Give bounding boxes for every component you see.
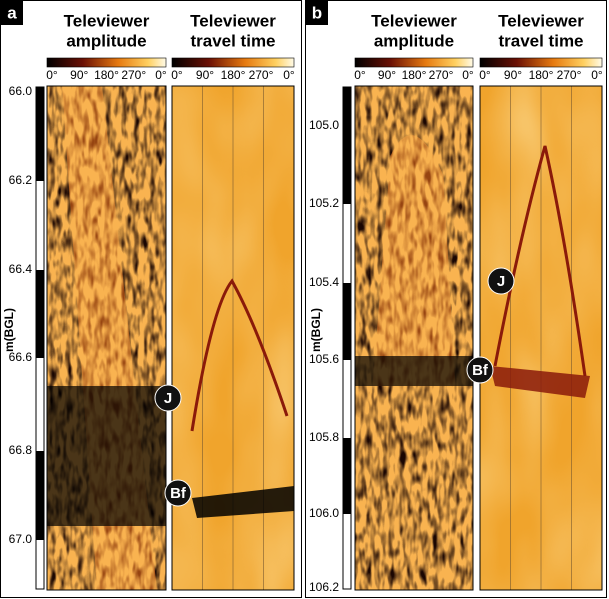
- marker-label: Bf: [472, 362, 489, 379]
- column-title: Televiewer: [498, 11, 584, 30]
- depth-tick-label: 66.8: [9, 443, 33, 457]
- scale-label: 0°: [479, 68, 491, 82]
- scale-label: 0°: [462, 68, 474, 82]
- depth-tick-label: 105.6: [309, 352, 339, 366]
- depth-strip-segment: [36, 451, 44, 540]
- scale-label: 0°: [171, 68, 183, 82]
- depth-tick-label: 105.2: [309, 196, 339, 210]
- color-scale: [354, 57, 474, 68]
- column-title: Televiewer: [371, 11, 457, 30]
- scale-label: 180°: [402, 68, 427, 82]
- scale-label: 90°: [504, 68, 522, 82]
- scale-label: 270°: [249, 68, 274, 82]
- depth-strip-segment: [36, 92, 44, 181]
- scale-label: 180°: [94, 68, 119, 82]
- depth-tick-label: 66.0: [9, 84, 33, 98]
- panel-label-box: [1, 1, 23, 25]
- marker-label: Bf: [170, 485, 187, 502]
- fracture-trace: [190, 278, 289, 432]
- depth-tick-label: 105.4: [309, 275, 339, 289]
- panel-label: b: [312, 3, 322, 22]
- depth-strip-segment: [343, 87, 351, 126]
- marker-circle: [164, 479, 192, 507]
- color-scale: [46, 57, 167, 68]
- image-border: [171, 85, 295, 591]
- depth-strip-segment: [343, 438, 351, 514]
- depth-axis-label: m(BGL): [2, 308, 16, 352]
- scale-label: 0°: [155, 68, 167, 82]
- marker-label: J: [164, 390, 172, 407]
- fracture-band: [490, 366, 590, 398]
- image-border: [354, 85, 474, 591]
- scale-label: 90°: [378, 68, 396, 82]
- scale-label: 180°: [221, 68, 246, 82]
- panel-label-box: [306, 1, 328, 25]
- scale-label: 270°: [429, 68, 454, 82]
- column-title: Televiewer: [64, 11, 150, 30]
- panel-label: a: [7, 3, 17, 22]
- column-title: travel time: [498, 31, 583, 50]
- image-border: [479, 85, 603, 591]
- panel-frame: [305, 0, 607, 598]
- depth-strip-segment: [343, 126, 351, 204]
- marker-circle: [466, 356, 494, 384]
- dark-band: [355, 356, 473, 386]
- fracture-band: [192, 486, 294, 518]
- scale-label: 0°: [354, 68, 366, 82]
- amplitude-texture: [355, 86, 473, 590]
- scale-label: 270°: [121, 68, 146, 82]
- color-scale: [479, 57, 603, 68]
- depth-strip-segment: [36, 87, 44, 92]
- scale-label: 180°: [529, 68, 554, 82]
- marker-circle: [487, 267, 515, 295]
- depth-axis-label: m(BGL): [309, 308, 323, 352]
- depth-tick-label: 106.0: [309, 506, 339, 520]
- color-scale: [171, 57, 295, 68]
- depth-strip-segment: [36, 270, 44, 358]
- dark-band: [47, 386, 166, 526]
- depth-strip-segment: [343, 283, 351, 360]
- scale-label: 0°: [46, 68, 58, 82]
- depth-tick-label: 67.0: [9, 532, 33, 546]
- column-title: amplitude: [374, 31, 454, 50]
- depth-tick-label: 105.8: [309, 430, 339, 444]
- depth-tick-label: 66.6: [9, 350, 33, 364]
- scale-label: 0°: [591, 68, 603, 82]
- column-title: travel time: [190, 31, 275, 50]
- marker-label: J: [497, 273, 505, 290]
- depth-tick-label: 66.2: [9, 173, 33, 187]
- depth-tick-label: 105.0: [309, 118, 339, 132]
- scale-label: 0°: [283, 68, 295, 82]
- depth-tick-label: 66.4: [9, 262, 33, 276]
- panel-frame: [0, 0, 302, 598]
- scale-label: 90°: [70, 68, 88, 82]
- column-title: amplitude: [66, 31, 146, 50]
- image-border: [46, 85, 167, 591]
- depth-tick-label: 106.2: [309, 580, 339, 594]
- marker-circle: [154, 384, 182, 412]
- scale-label: 270°: [557, 68, 582, 82]
- scale-label: 90°: [196, 68, 214, 82]
- column-title: Televiewer: [190, 11, 276, 30]
